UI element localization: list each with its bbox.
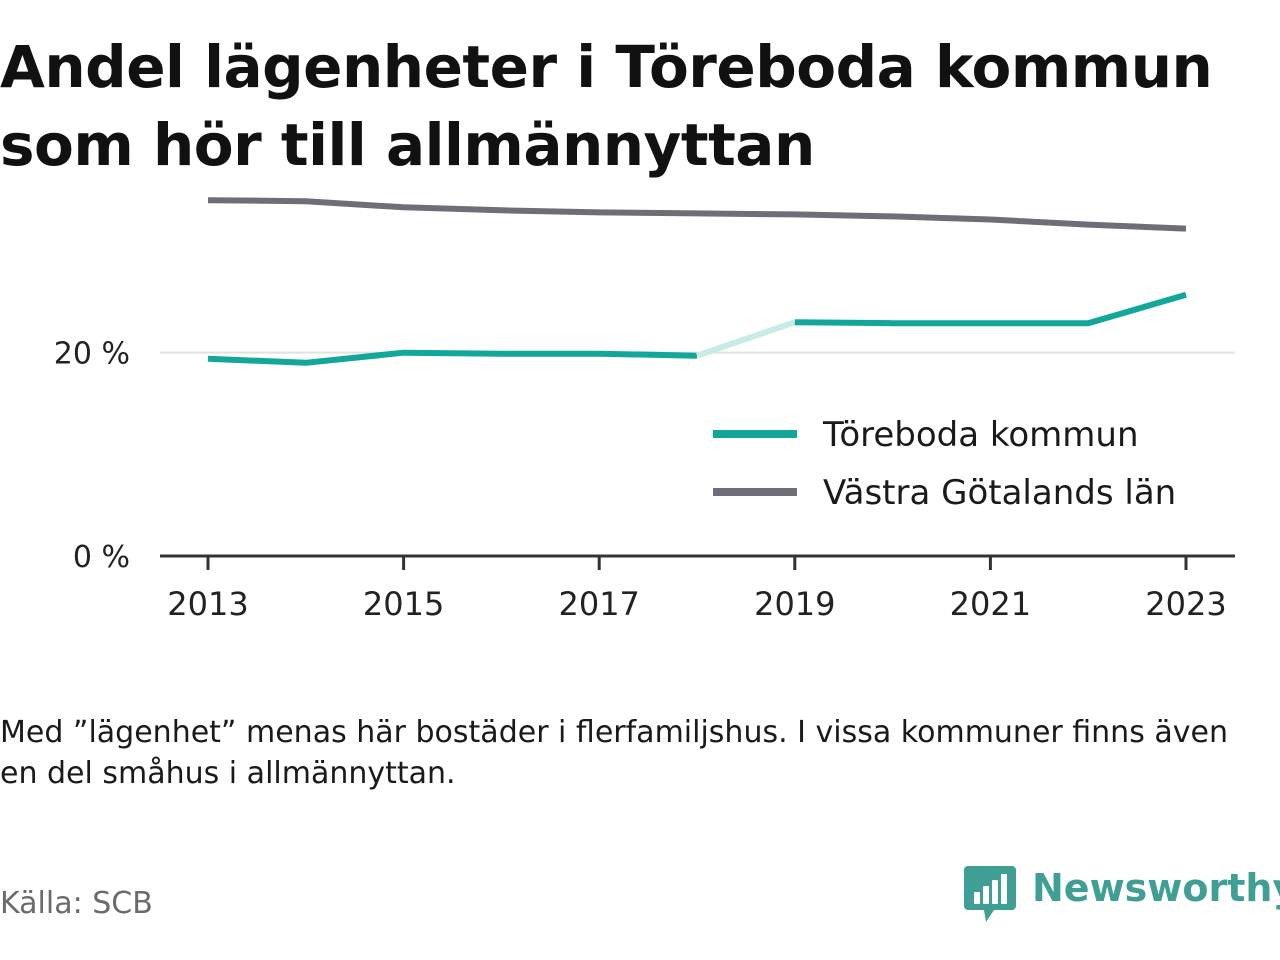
series-line-1 <box>207 197 1187 232</box>
x-tick-label: 2017 <box>558 585 639 623</box>
x-tick-label: 2021 <box>950 585 1031 623</box>
newsworthy-logo: Newsworthy <box>964 864 1280 924</box>
x-tick-label: 2013 <box>167 585 248 623</box>
source-credit: Källa: SCB <box>0 886 153 921</box>
series-layer <box>207 197 1187 366</box>
legend-layer: Töreboda kommun Västra Götalands län <box>713 415 1176 513</box>
series-line-0-part-1 <box>696 319 796 359</box>
chart-footnote: Med ”lägenhet” menas här bostäder i fler… <box>0 715 1228 791</box>
series-line-0-part-2 <box>794 291 1187 327</box>
legend-label: Västra Götalands län <box>823 473 1176 513</box>
y-tick-label: 0 % <box>73 540 130 575</box>
x-tick-label: 2019 <box>754 585 835 623</box>
axis-layer: 0 % 20 % 2013 2015 2017 2019 2021 2023 <box>54 337 1235 623</box>
legend-label: Töreboda kommun <box>822 415 1139 455</box>
newsworthy-bar-chart-logo-icon <box>964 866 1016 922</box>
brand-name: Newsworthy <box>1032 866 1280 910</box>
series-line-0-part-0 <box>207 349 698 366</box>
line-chart: 0 % 20 % 2013 2015 2017 2019 2021 2023 Töreboda… <box>54 197 1235 623</box>
chart-title: Andel lägenheter i Töreboda kommun som h… <box>0 33 1213 179</box>
y-tick-label: 20 % <box>54 337 130 372</box>
x-tick-label: 2023 <box>1145 585 1226 623</box>
x-tick-label: 2015 <box>363 585 444 623</box>
